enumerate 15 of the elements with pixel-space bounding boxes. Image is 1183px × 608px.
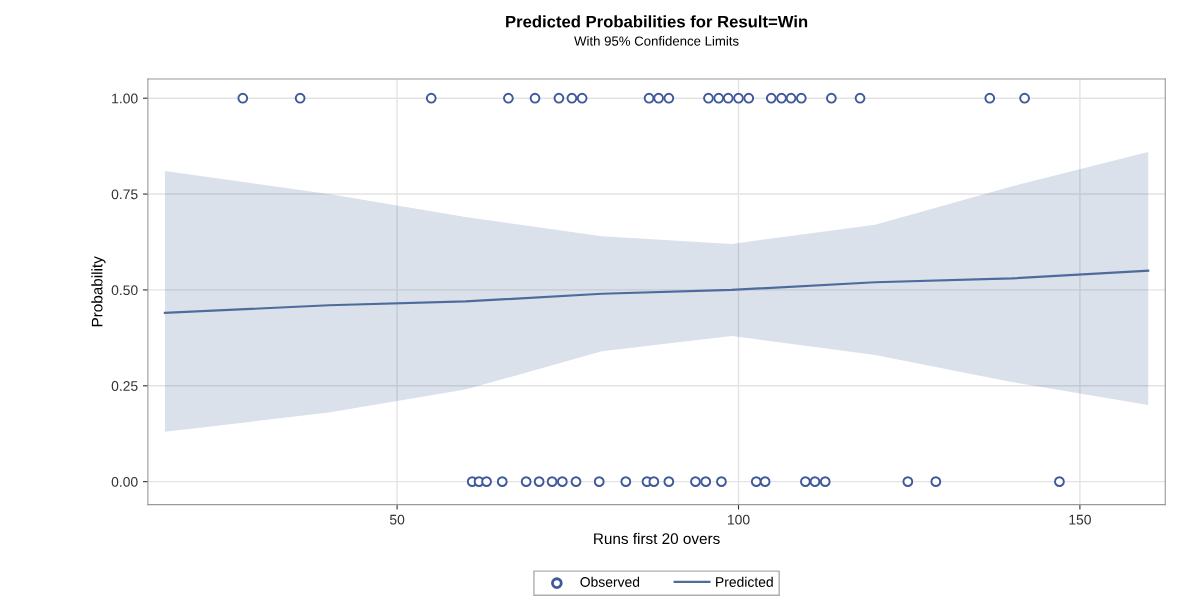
y-axis-title: Probability xyxy=(91,256,106,327)
y-tick-label: 0.75 xyxy=(111,189,138,200)
chart-subtitle: With 95% Confidence Limits xyxy=(574,36,739,46)
legend-label: Predicted xyxy=(716,576,773,587)
x-tick-label: 50 xyxy=(389,514,405,525)
y-tick-label: 0.50 xyxy=(111,285,138,296)
legend-label: Observed xyxy=(580,576,640,587)
line-series xyxy=(163,269,1150,315)
x-tick-label: 100 xyxy=(727,514,750,525)
y-tick-label: 0.00 xyxy=(111,476,138,487)
x-tick-label: 150 xyxy=(1069,514,1091,525)
y-tick-label: 0.25 xyxy=(111,381,138,391)
x-axis-title: Runs first 20 overs xyxy=(594,532,720,545)
y-tick-label: 1.00 xyxy=(112,93,138,104)
chart-title: Predicted Probabilities for Result=Win xyxy=(506,15,808,28)
